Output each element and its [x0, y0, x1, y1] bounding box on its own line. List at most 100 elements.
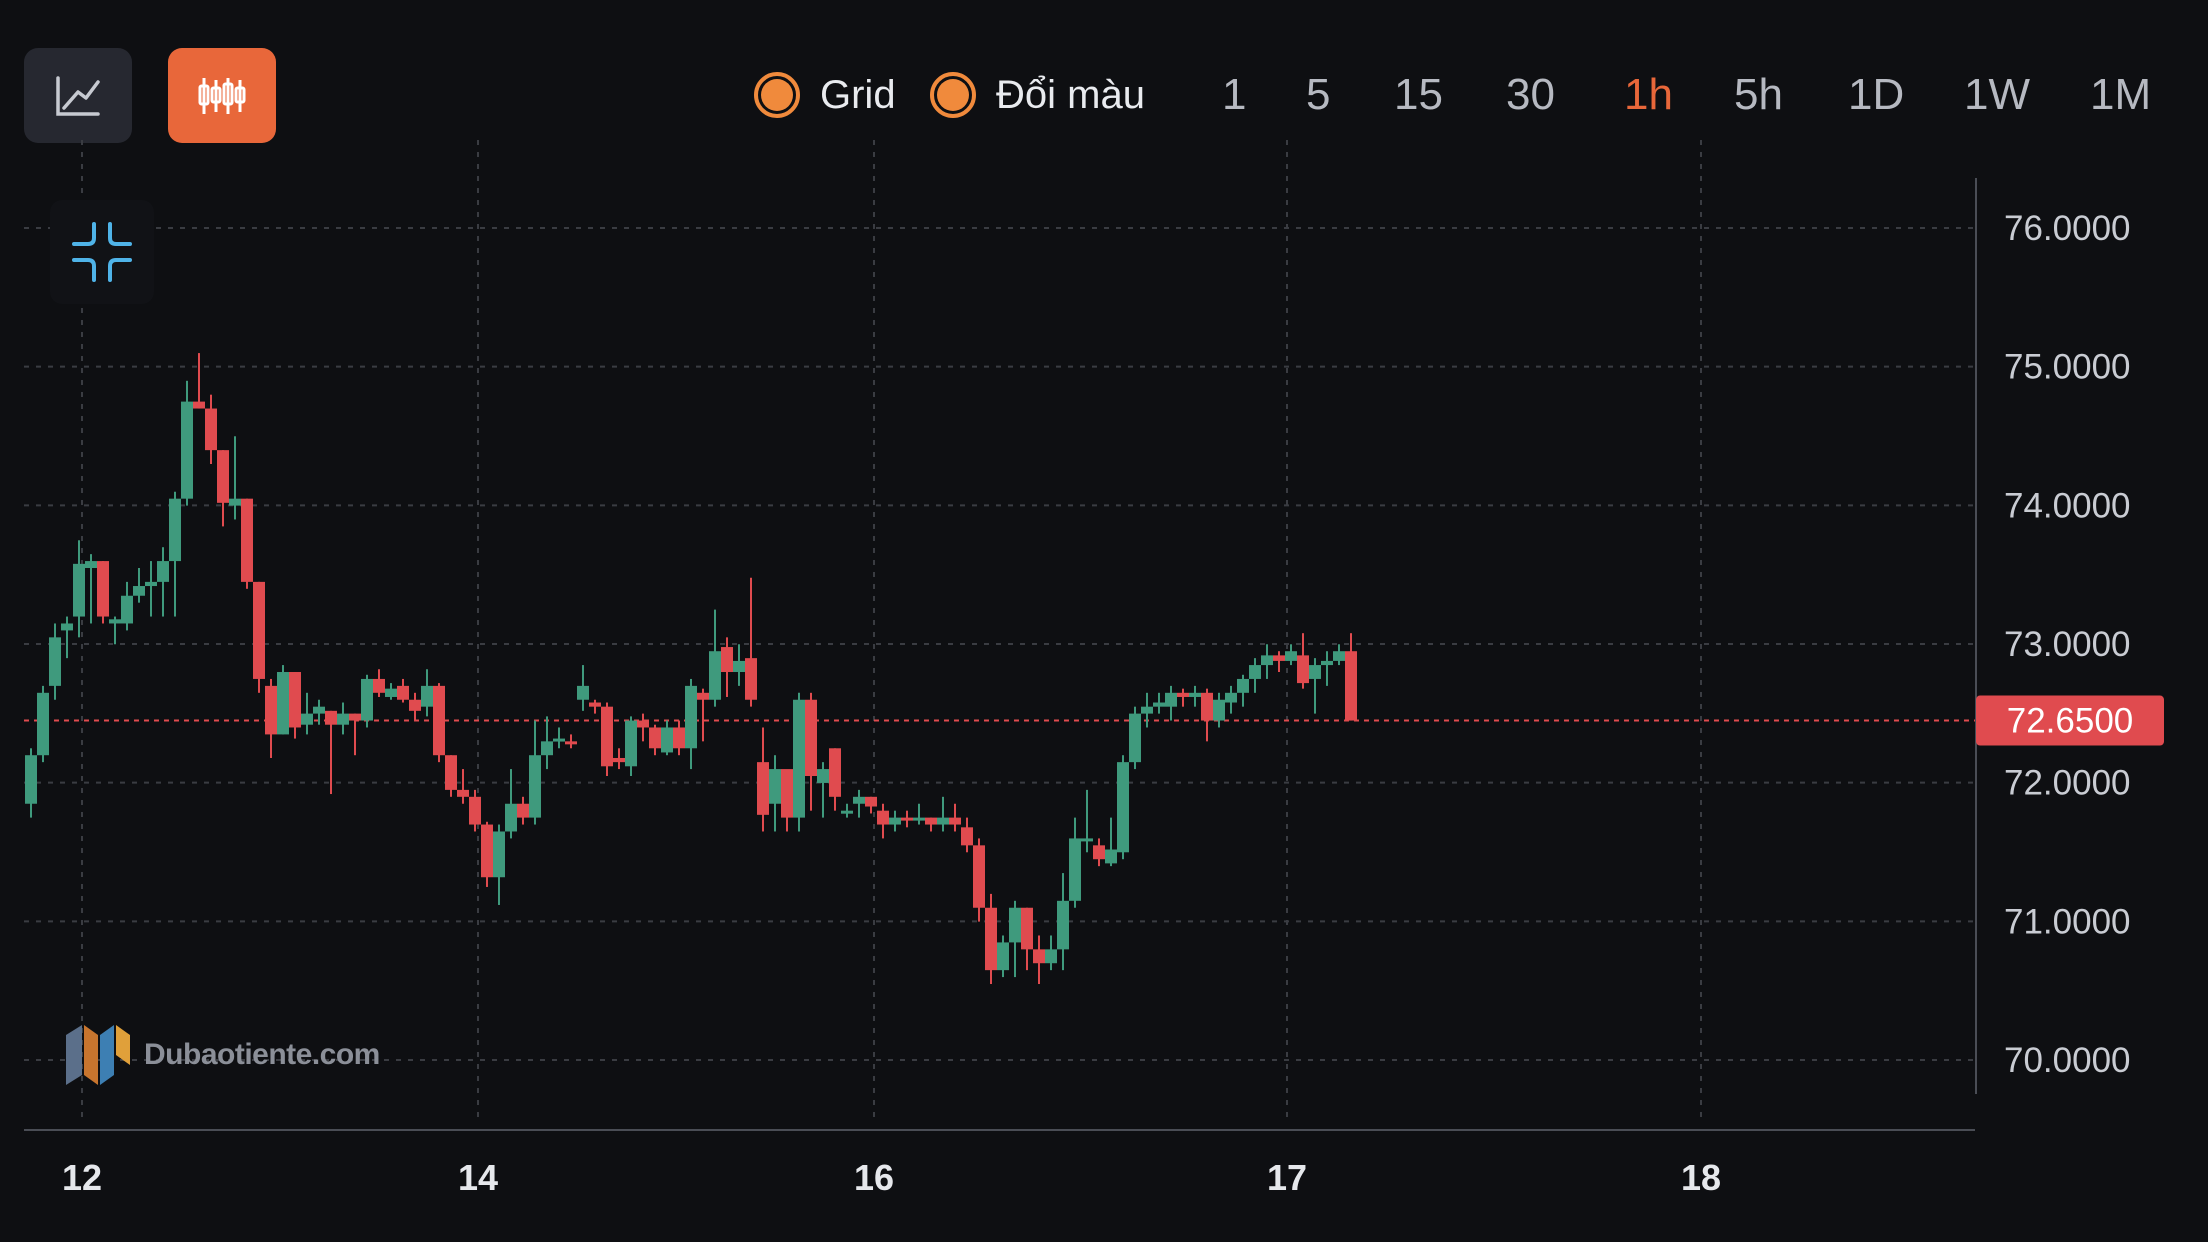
candle-body: [565, 741, 577, 745]
candle-down: [781, 769, 793, 832]
candle-up: [937, 796, 949, 832]
candle-down: [205, 394, 217, 465]
candle-down: [925, 817, 937, 832]
candle-up: [1249, 658, 1261, 693]
candle-body: [421, 685, 433, 707]
candle-body: [229, 498, 241, 506]
candle-down: [949, 803, 961, 832]
candle-down: [445, 755, 457, 797]
candle-down: [805, 692, 817, 811]
candle-down: [961, 817, 973, 853]
y-axis-tick-label: 74.0000: [2004, 486, 2131, 525]
watermark-text: Dubaotiente.com: [144, 1038, 380, 1071]
candle-up: [685, 678, 697, 770]
candle-down: [469, 789, 481, 832]
candle-down: [517, 796, 529, 825]
timeframe-15[interactable]: 15: [1394, 70, 1443, 119]
candle-body: [709, 651, 721, 700]
candle-body: [613, 757, 625, 763]
y-axis-tick-label: 72.0000: [2004, 764, 2131, 803]
timeframe-5[interactable]: 5: [1306, 70, 1331, 119]
candle-down: [1177, 688, 1189, 707]
candle-up: [1321, 651, 1333, 686]
candle-up: [1213, 692, 1225, 728]
candle-body: [349, 713, 361, 721]
candle-body: [433, 685, 445, 756]
candle-body: [1201, 692, 1213, 721]
candle-body: [289, 672, 301, 728]
candle-down: [721, 637, 733, 697]
candle-down: [217, 450, 229, 527]
candle-body: [1261, 655, 1273, 666]
candle-body: [1297, 655, 1309, 684]
candle-body: [481, 824, 493, 878]
candle-body: [61, 623, 73, 631]
candle-body: [301, 713, 313, 725]
candle-body: [553, 738, 565, 742]
candle-body: [961, 827, 973, 846]
timeframe-1h[interactable]: 1h: [1624, 70, 1673, 119]
candlestick-chart-button[interactable]: [168, 48, 276, 143]
candle-down: [829, 748, 841, 811]
candle-body: [781, 769, 793, 818]
candlestick-icon: [198, 77, 246, 114]
candle-up: [625, 716, 637, 777]
candle-body: [1057, 900, 1069, 950]
y-axis-tick-label: 70.0000: [2004, 1041, 2131, 1080]
candle-up: [769, 755, 781, 832]
candle-up: [793, 692, 805, 832]
candle-body: [997, 942, 1009, 971]
candle-down: [1093, 838, 1105, 867]
color-toggle[interactable]: Đổi màu: [930, 66, 1145, 124]
candle-down: [865, 796, 877, 814]
candle-body: [325, 710, 337, 725]
candle-up: [493, 824, 505, 905]
radio-checked-icon: [754, 72, 800, 118]
candle-down: [457, 769, 469, 804]
candle-body: [685, 685, 697, 749]
candle-down: [877, 803, 889, 839]
y-axis-tick-label: 73.0000: [2004, 625, 2131, 664]
candle-body: [493, 831, 505, 878]
timeframe-1[interactable]: 1: [1222, 70, 1247, 119]
candle-body: [505, 803, 517, 832]
candle-down: [409, 692, 421, 721]
candle-down: [97, 561, 109, 624]
candle-down: [253, 581, 265, 693]
candle-up: [181, 380, 193, 506]
timeframe-5h[interactable]: 5h: [1734, 70, 1783, 119]
candle-body: [577, 685, 589, 700]
candle-up: [1333, 644, 1345, 666]
grid-toggle[interactable]: Grid: [754, 66, 896, 124]
candle-body: [169, 498, 181, 562]
candle-body: [85, 561, 97, 569]
timeframe-30[interactable]: 30: [1506, 70, 1555, 119]
x-axis-tick-label: 14: [458, 1157, 498, 1198]
candle-up: [505, 769, 517, 839]
candle-down: [589, 699, 601, 714]
candle-down: [757, 727, 769, 832]
collapse-button[interactable]: [50, 200, 154, 304]
candle-up: [853, 789, 865, 818]
timeframe-1w[interactable]: 1W: [1964, 70, 2030, 119]
timeframe-1d[interactable]: 1D: [1848, 70, 1905, 119]
candle-up: [73, 540, 85, 638]
x-axis-tick-label: 12: [62, 1157, 102, 1198]
candle-up: [169, 491, 181, 617]
candle-body: [253, 581, 265, 679]
candle-body: [373, 678, 385, 693]
candle-body: [733, 660, 745, 673]
candle-body: [1021, 907, 1033, 950]
candle-body: [1033, 949, 1045, 964]
candle-down: [1033, 935, 1045, 985]
candle-body: [517, 803, 529, 818]
candle-body: [1129, 713, 1141, 763]
line-chart-button[interactable]: [24, 48, 132, 143]
candle-body: [985, 907, 997, 971]
timeframe-1m[interactable]: 1M: [2090, 70, 2152, 119]
candle-down: [973, 838, 985, 922]
chart-grid: [24, 140, 1976, 1122]
candle-body: [1225, 692, 1237, 703]
candle-body: [625, 720, 637, 767]
